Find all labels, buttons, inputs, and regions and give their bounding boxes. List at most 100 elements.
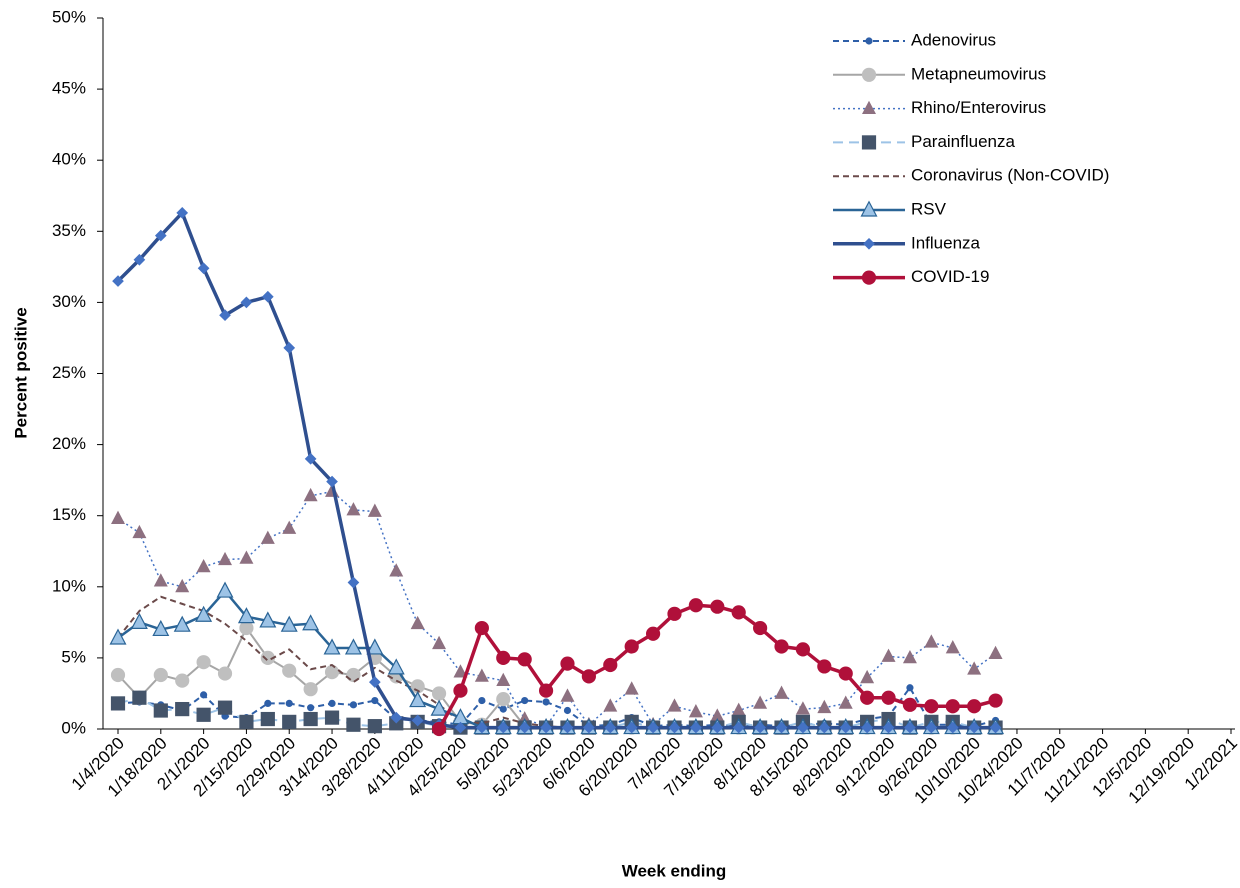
point — [323, 638, 341, 655]
point — [604, 721, 617, 734]
point — [371, 696, 379, 705]
point — [328, 699, 336, 708]
legend-label: RSV — [911, 199, 947, 218]
point — [303, 711, 318, 727]
point — [259, 611, 277, 628]
point — [303, 487, 318, 502]
point — [195, 605, 213, 622]
legend-label: COVID-19 — [911, 267, 989, 286]
point — [690, 721, 702, 734]
y-tick-label: 40% — [52, 150, 86, 169]
point — [517, 652, 532, 667]
y-tick-label: 45% — [52, 79, 86, 98]
point — [153, 667, 168, 683]
point — [860, 200, 878, 217]
point — [581, 669, 596, 684]
point — [540, 721, 552, 734]
series — [431, 598, 1003, 737]
point — [945, 640, 960, 654]
point — [711, 721, 724, 734]
point — [754, 721, 766, 734]
point — [538, 683, 554, 698]
point — [563, 706, 572, 715]
point — [474, 668, 489, 682]
legend-label: Parainfluenza — [911, 132, 1016, 151]
point — [775, 721, 788, 734]
point — [132, 690, 147, 705]
point — [431, 686, 447, 701]
legend-label: Adenovirus — [911, 30, 996, 49]
point — [176, 206, 189, 219]
point — [239, 620, 254, 636]
point — [324, 710, 340, 725]
point — [732, 721, 745, 734]
point — [219, 309, 231, 322]
point — [282, 520, 297, 534]
point — [668, 721, 681, 734]
point — [624, 681, 639, 695]
point — [110, 696, 126, 711]
point — [282, 714, 297, 729]
point — [710, 599, 725, 614]
y-tick-label: 35% — [52, 221, 86, 240]
y-tick-label: 20% — [52, 434, 86, 453]
y-tick-label: 15% — [52, 505, 86, 524]
point — [753, 620, 768, 636]
point — [324, 665, 340, 680]
point — [240, 296, 253, 309]
point — [432, 635, 447, 650]
point — [347, 576, 360, 589]
point — [389, 563, 404, 577]
point — [497, 721, 510, 734]
point — [261, 290, 274, 303]
point — [431, 721, 447, 737]
point — [882, 721, 895, 734]
point — [861, 135, 877, 150]
point — [902, 697, 918, 712]
point — [860, 690, 875, 705]
y-axis-label: Percent positive — [11, 307, 30, 438]
point — [499, 705, 507, 713]
point — [264, 699, 272, 708]
point — [861, 721, 873, 734]
point — [282, 663, 297, 678]
point — [366, 638, 384, 655]
point — [603, 657, 618, 673]
point — [390, 711, 403, 724]
legend-label: Metapneumovirus — [911, 64, 1046, 83]
point — [518, 721, 531, 734]
point — [367, 503, 382, 517]
point — [863, 237, 875, 250]
point — [239, 550, 254, 564]
point — [861, 270, 877, 285]
point — [175, 701, 190, 717]
point — [454, 721, 467, 734]
point — [303, 682, 318, 697]
point — [645, 626, 661, 641]
point — [283, 342, 296, 354]
point — [367, 719, 382, 734]
point — [989, 721, 1002, 734]
point — [688, 598, 704, 613]
point — [130, 612, 148, 629]
point — [945, 699, 960, 714]
point — [967, 661, 982, 675]
point — [197, 262, 210, 275]
point — [561, 721, 574, 734]
point — [774, 685, 789, 699]
point — [667, 606, 682, 621]
point — [304, 452, 317, 465]
point — [818, 721, 831, 734]
point — [967, 699, 982, 714]
point — [988, 693, 1003, 708]
point — [603, 698, 618, 712]
legend-label: Rhino/Enterovirus — [911, 98, 1046, 117]
point — [175, 673, 190, 688]
point — [988, 645, 1003, 660]
point — [326, 475, 338, 488]
y-tick-label: 30% — [52, 292, 86, 311]
point — [217, 700, 233, 715]
point — [478, 696, 486, 705]
point — [152, 619, 170, 637]
